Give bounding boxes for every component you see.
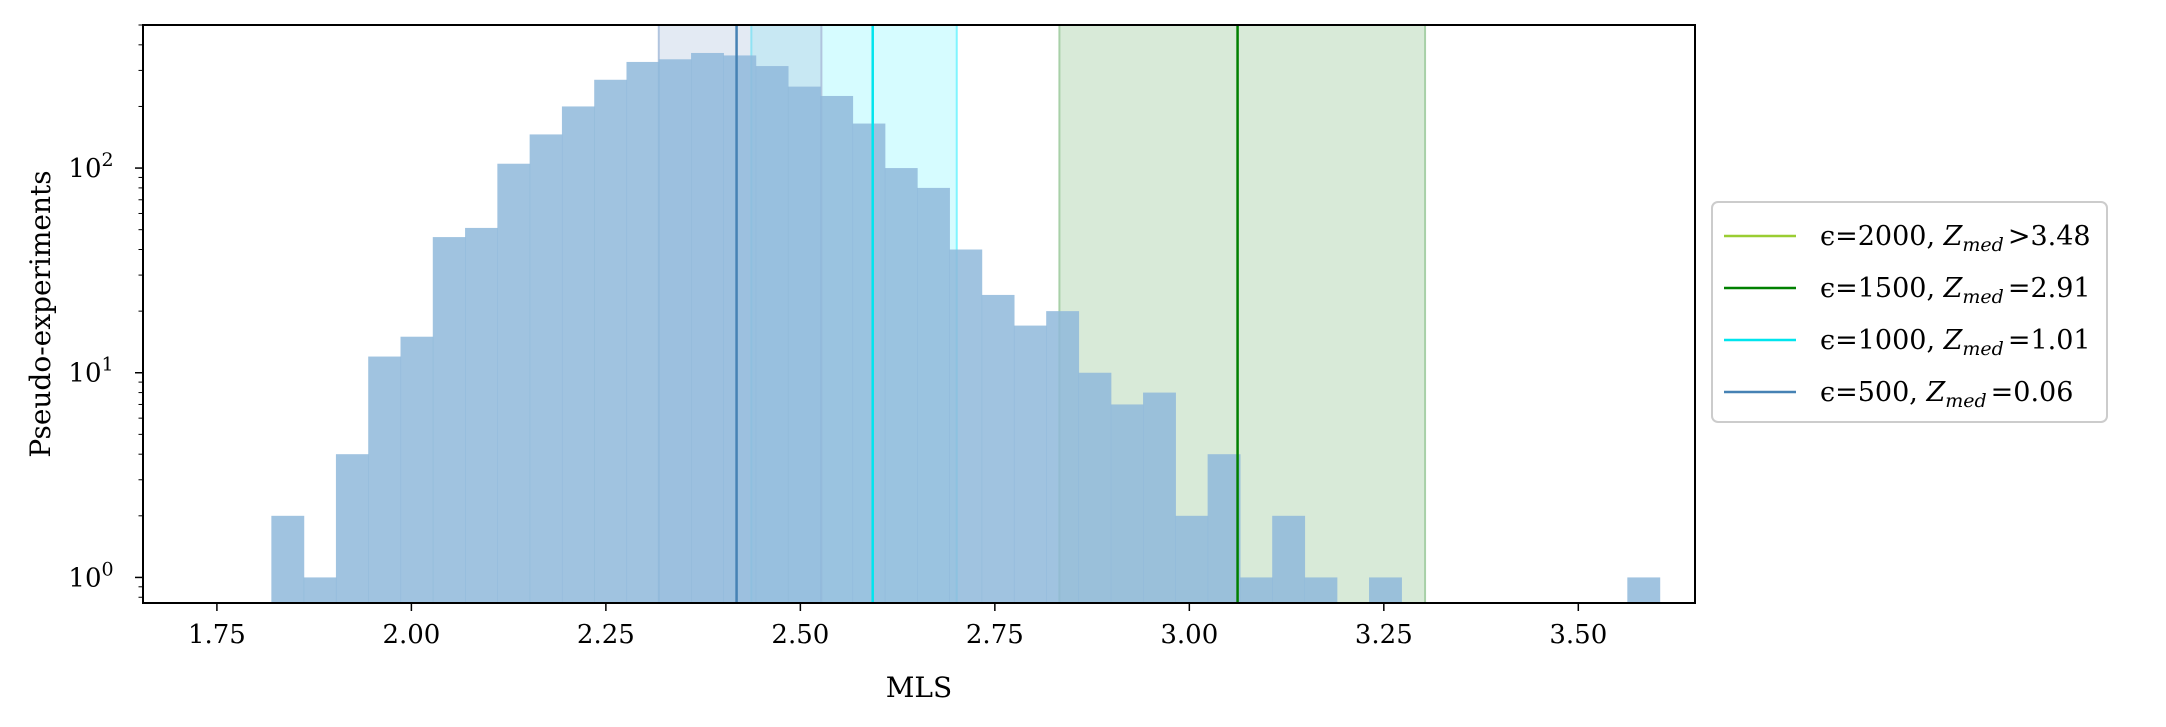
histogram-bar (400, 336, 434, 603)
histogram-bar (626, 61, 660, 603)
histogram-bar (1078, 372, 1112, 603)
x-axis-title: MLS (886, 671, 952, 704)
histogram-bar (884, 168, 918, 603)
x-tick-label: 3.50 (1549, 620, 1607, 650)
histogram-bar (917, 187, 950, 604)
x-tick-label: 3.00 (1160, 620, 1218, 650)
legend-label: ϵ=2000, Zmed >3.48 (1820, 221, 2091, 256)
histogram-bar (1272, 515, 1306, 603)
histogram-bar (787, 86, 821, 604)
histogram-bars (271, 52, 1661, 604)
histogram-bar (529, 134, 563, 603)
histogram-bar (1013, 325, 1047, 603)
x-tick-label: 2.00 (382, 620, 440, 650)
histogram-bar (981, 294, 1015, 603)
histogram-bar (561, 106, 595, 604)
x-axis-ticks: 1.75 2.00 2.25 2.50 2.75 3.00 3.25 3.50 (188, 603, 1607, 650)
legend: ϵ=2000, Zmed >3.48 ϵ=1500, Zmed =2.91 ϵ=1000… (1711, 201, 2108, 423)
y-axis-ticks: 100 101 102 (68, 24, 143, 598)
plot-frame (142, 24, 1696, 604)
x-tick-label: 1.75 (188, 620, 246, 650)
histogram-bar (755, 66, 789, 603)
histogram-bar (852, 123, 886, 604)
histogram-bar (658, 59, 692, 603)
y-tick-label: 100 (68, 558, 113, 593)
histogram-bar (1175, 515, 1209, 603)
histogram-bar (1239, 577, 1273, 603)
histogram-bar (949, 249, 983, 603)
x-tick-label: 3.25 (1355, 620, 1413, 650)
x-tick-label: 2.25 (577, 620, 635, 650)
legend-label: ϵ=1000, Zmed =1.01 (1820, 325, 2091, 360)
y-tick-label: 102 (68, 149, 113, 184)
histogram-bar (594, 79, 628, 604)
y-tick-label: 101 (68, 354, 113, 389)
histogram-bar (1304, 577, 1338, 603)
histogram-bar (820, 95, 854, 604)
histogram-bar (723, 55, 757, 603)
histogram-bar (1046, 311, 1080, 603)
histogram-bar (465, 227, 498, 604)
histogram-bar (1143, 392, 1176, 603)
legend-label: ϵ=500, Zmed =0.06 (1820, 377, 2073, 412)
x-tick-label: 2.75 (966, 620, 1024, 650)
histogram-bar (432, 237, 466, 603)
y-axis-title: Pseudo-experiments (24, 170, 57, 457)
legend-frame (1711, 201, 2108, 423)
x-tick-label: 2.50 (771, 620, 829, 650)
histogram-bar (497, 163, 531, 604)
histogram-bar (368, 356, 402, 603)
histogram-bar (303, 577, 337, 603)
histogram-bar (1369, 577, 1402, 603)
histogram-bar (691, 52, 724, 603)
histogram-bar (1207, 454, 1241, 603)
median-lines (735, 25, 1239, 603)
histogram-bar (335, 454, 369, 603)
histogram-bar (1627, 577, 1661, 603)
histogram-bar (1110, 404, 1144, 603)
histogram-bar (271, 515, 305, 603)
legend-label: ϵ=1500, Zmed =2.91 (1820, 273, 2091, 308)
